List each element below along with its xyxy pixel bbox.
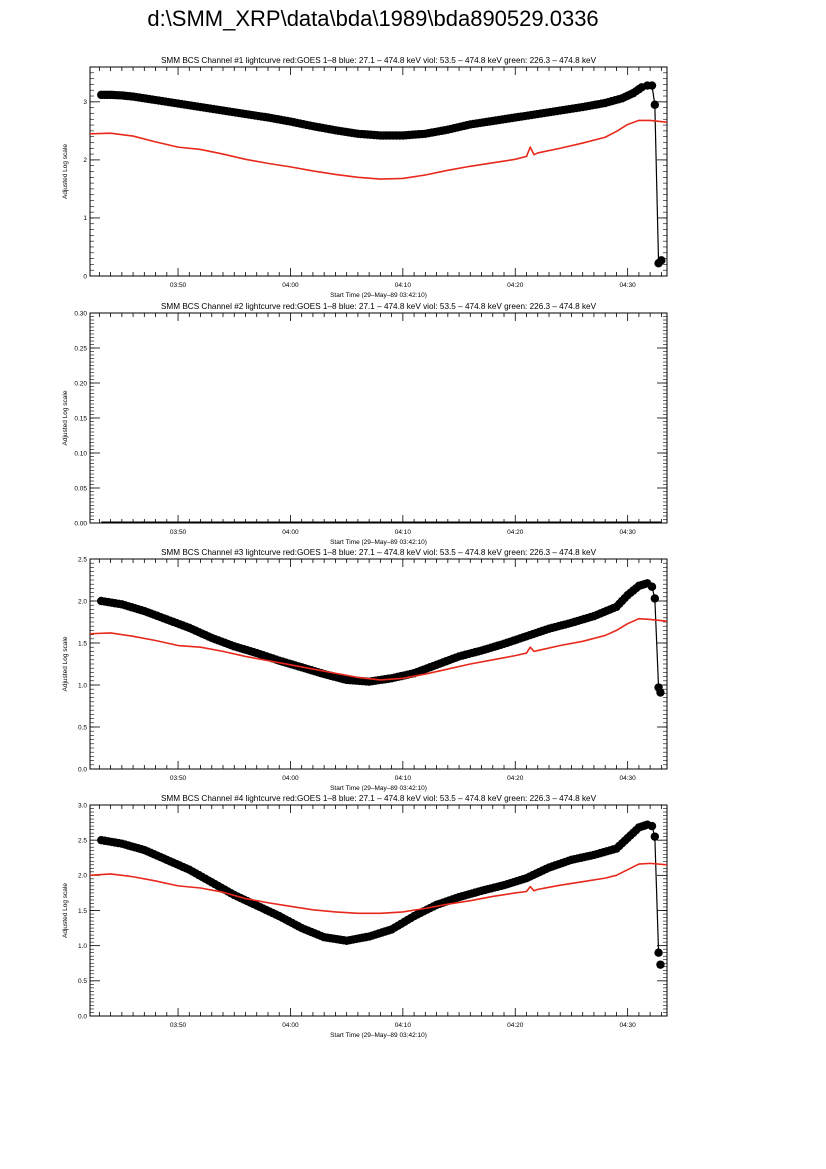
x-tick-label: 03:50: [170, 282, 187, 289]
series-3: [90, 862, 667, 915]
x-axis-label: Start Time (29–May–89 03:42:10): [330, 1032, 427, 1039]
x-tick-label: 04:20: [507, 282, 524, 289]
x-tick-label: 04:10: [395, 775, 412, 782]
chart-panel-2: SMM BCS Channel #2 lightcurve red:GOES 1…: [62, 302, 668, 546]
series-2: [656, 688, 665, 697]
chart-panel-4: SMM BCS Channel #4 lightcurve red:GOES 1…: [62, 794, 668, 1039]
series-line: [101, 582, 660, 688]
plot-frame: [89, 312, 668, 524]
series-line: [90, 617, 667, 681]
y-tick-label: 0.20: [74, 380, 87, 387]
y-tick-label: 0.5: [78, 978, 87, 985]
chart-title: SMM BCS Channel #4 lightcurve red:GOES 1…: [161, 794, 597, 803]
x-tick-label: 04:10: [395, 282, 412, 289]
data-point: [656, 688, 665, 697]
chart-title: SMM BCS Channel #2 lightcurve red:GOES 1…: [161, 302, 597, 311]
x-tick-label: 04:00: [282, 282, 299, 289]
data-point: [647, 821, 657, 831]
data-point: [654, 948, 663, 957]
data-point: [657, 256, 666, 265]
series-1: [97, 820, 663, 957]
series-3: [90, 617, 667, 681]
x-tick-label: 04:20: [507, 529, 524, 536]
x-tick-label: 03:50: [170, 529, 187, 536]
x-tick-label: 04:20: [507, 775, 524, 782]
data-point: [650, 832, 660, 841]
y-tick-label: 0.00: [74, 520, 87, 527]
y-axis-label: Adjusted Log scale: [62, 636, 69, 691]
data-point: [650, 594, 660, 603]
y-tick-label: 1.5: [78, 640, 87, 647]
data-layer: [90, 579, 667, 697]
series-line: [90, 862, 667, 915]
plot-frame: [89, 558, 668, 770]
data-point: [656, 960, 665, 969]
y-tick-label: 0.25: [74, 345, 87, 352]
x-tick-label: 03:50: [170, 775, 187, 782]
y-axis-label: Adjusted Log scale: [62, 144, 69, 199]
data-layer: [90, 81, 667, 268]
data-point: [647, 81, 657, 90]
y-tick-label: 2.5: [78, 837, 87, 844]
series-1: [97, 579, 663, 692]
x-tick-label: 04:00: [282, 529, 299, 536]
y-tick-label: 3: [83, 99, 87, 106]
x-axis-label: Start Time (29–May–89 03:42:10): [330, 785, 427, 792]
y-axis-label: Adjusted Log scale: [62, 390, 69, 445]
chart-title: SMM BCS Channel #1 lightcurve red:GOES 1…: [161, 56, 597, 65]
x-tick-label: 04:10: [395, 1022, 412, 1029]
data-point: [650, 100, 660, 109]
series-2: [656, 960, 665, 969]
y-tick-label: 0: [83, 273, 87, 280]
x-tick-label: 04:30: [620, 529, 637, 536]
plot-frame: [89, 804, 668, 1017]
x-tick-label: 04:20: [507, 1022, 524, 1029]
y-tick-label: 1.0: [78, 682, 87, 689]
data-layer: [90, 820, 667, 969]
series-line: [90, 119, 667, 180]
y-tick-label: 0.5: [78, 724, 87, 731]
y-axis-label: Adjusted Log scale: [62, 883, 69, 938]
y-tick-label: 0.30: [74, 310, 87, 317]
x-axis-label: Start Time (29–May–89 03:42:10): [330, 539, 427, 546]
series-1: [97, 81, 663, 268]
chart-title: SMM BCS Channel #3 lightcurve red:GOES 1…: [161, 548, 597, 557]
y-tick-label: 2.0: [78, 598, 87, 605]
x-tick-label: 04:30: [620, 282, 637, 289]
y-tick-label: 3.0: [78, 802, 87, 809]
y-tick-label: 0.05: [74, 485, 87, 492]
x-axis-label: Start Time (29–May–89 03:42:10): [330, 292, 427, 299]
x-tick-label: 04:30: [620, 775, 637, 782]
x-tick-label: 04:10: [395, 529, 412, 536]
y-tick-label: 0.15: [74, 415, 87, 422]
y-tick-label: 0.0: [78, 766, 87, 773]
chart-panel-3: SMM BCS Channel #3 lightcurve red:GOES 1…: [62, 548, 668, 792]
x-tick-label: 04:00: [282, 1022, 299, 1029]
chart-panel-1: SMM BCS Channel #1 lightcurve red:GOES 1…: [62, 56, 668, 299]
series-3: [90, 119, 667, 180]
data-point: [647, 582, 657, 591]
y-tick-label: 0.10: [74, 450, 87, 457]
plot-frame: [89, 66, 668, 277]
y-tick-label: 1: [83, 215, 87, 222]
y-tick-label: 1.0: [78, 943, 87, 950]
x-tick-label: 04:00: [282, 775, 299, 782]
page-title: d:\SMM_XRP\data\bda\1989\bda890529.0336: [147, 6, 599, 31]
y-tick-label: 2: [83, 157, 87, 164]
y-tick-label: 2.0: [78, 873, 87, 880]
series-2: [657, 256, 666, 265]
x-tick-label: 04:30: [620, 1022, 637, 1029]
y-tick-label: 1.5: [78, 908, 87, 915]
y-tick-label: 0.0: [78, 1013, 87, 1020]
y-tick-label: 2.5: [78, 556, 87, 563]
x-tick-label: 03:50: [170, 1022, 187, 1029]
